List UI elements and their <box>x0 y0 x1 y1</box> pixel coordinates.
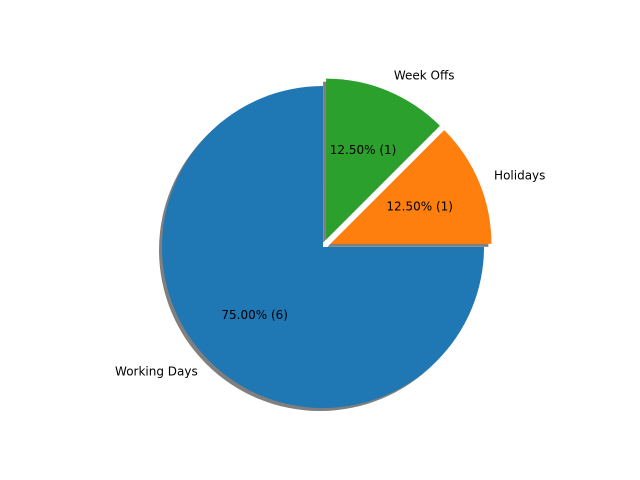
slice-label-holidays: Holidays <box>494 169 545 183</box>
pie-slice-holidays <box>330 130 492 244</box>
slice-percent-working-days: 75.00% (6) <box>221 308 288 322</box>
slice-label-working-days: Working Days <box>115 365 198 379</box>
slice-percent-week-offs: 12.50% (1) <box>330 143 397 157</box>
label-layer: Holidays 12.50% (1) Week Offs 12.50% (1) Wor… <box>115 68 545 378</box>
slice-label-week-offs: Week Offs <box>394 68 455 82</box>
pie-slice-week-offs <box>326 78 440 240</box>
pie-slice-working-days <box>162 86 484 408</box>
slice-percent-holidays: 12.50% (1) <box>386 199 453 213</box>
slice-layer <box>162 78 492 408</box>
